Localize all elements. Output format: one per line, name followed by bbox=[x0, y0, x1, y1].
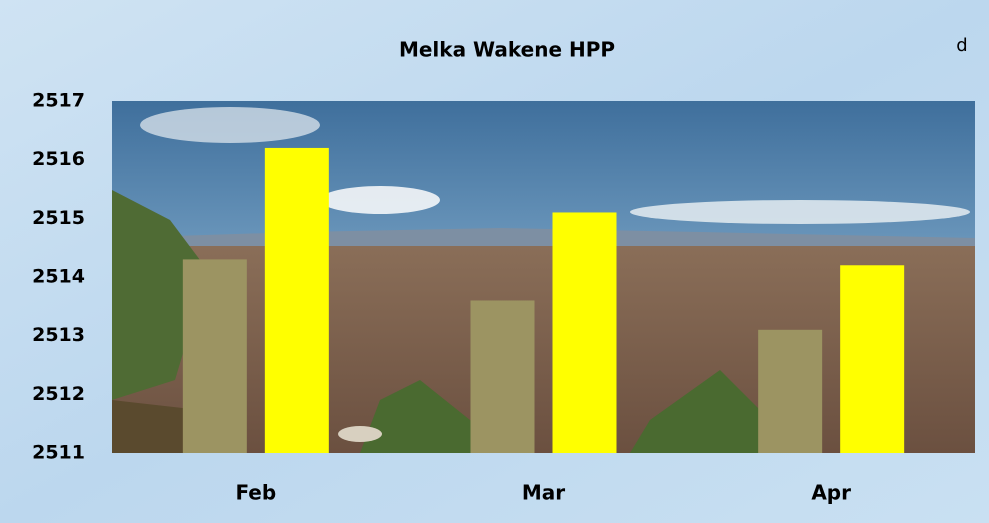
bar bbox=[758, 330, 822, 453]
chart: Melka Wakene HPP d 2511 2512 2513 2514 2515 2… bbox=[0, 0, 989, 523]
y-tick-label: 2511 bbox=[32, 442, 85, 464]
x-tick-label: Mar bbox=[522, 481, 565, 505]
chart-title: Melka Wakene HPP bbox=[399, 38, 615, 62]
x-tick-label: Feb bbox=[235, 481, 276, 505]
annotation: d bbox=[956, 35, 967, 56]
y-tick-label: 2515 bbox=[32, 207, 85, 229]
y-tick-label: 2513 bbox=[32, 324, 85, 346]
bar bbox=[840, 265, 904, 453]
bar bbox=[265, 148, 329, 453]
y-tick-label: 2512 bbox=[32, 383, 85, 405]
x-tick-label: Apr bbox=[811, 481, 851, 505]
bar bbox=[553, 212, 617, 453]
bar bbox=[183, 259, 247, 453]
y-tick-label: 2517 bbox=[32, 90, 85, 112]
y-tick-label: 2514 bbox=[32, 266, 85, 288]
bar bbox=[471, 300, 535, 453]
y-tick-label: 2516 bbox=[32, 148, 85, 170]
